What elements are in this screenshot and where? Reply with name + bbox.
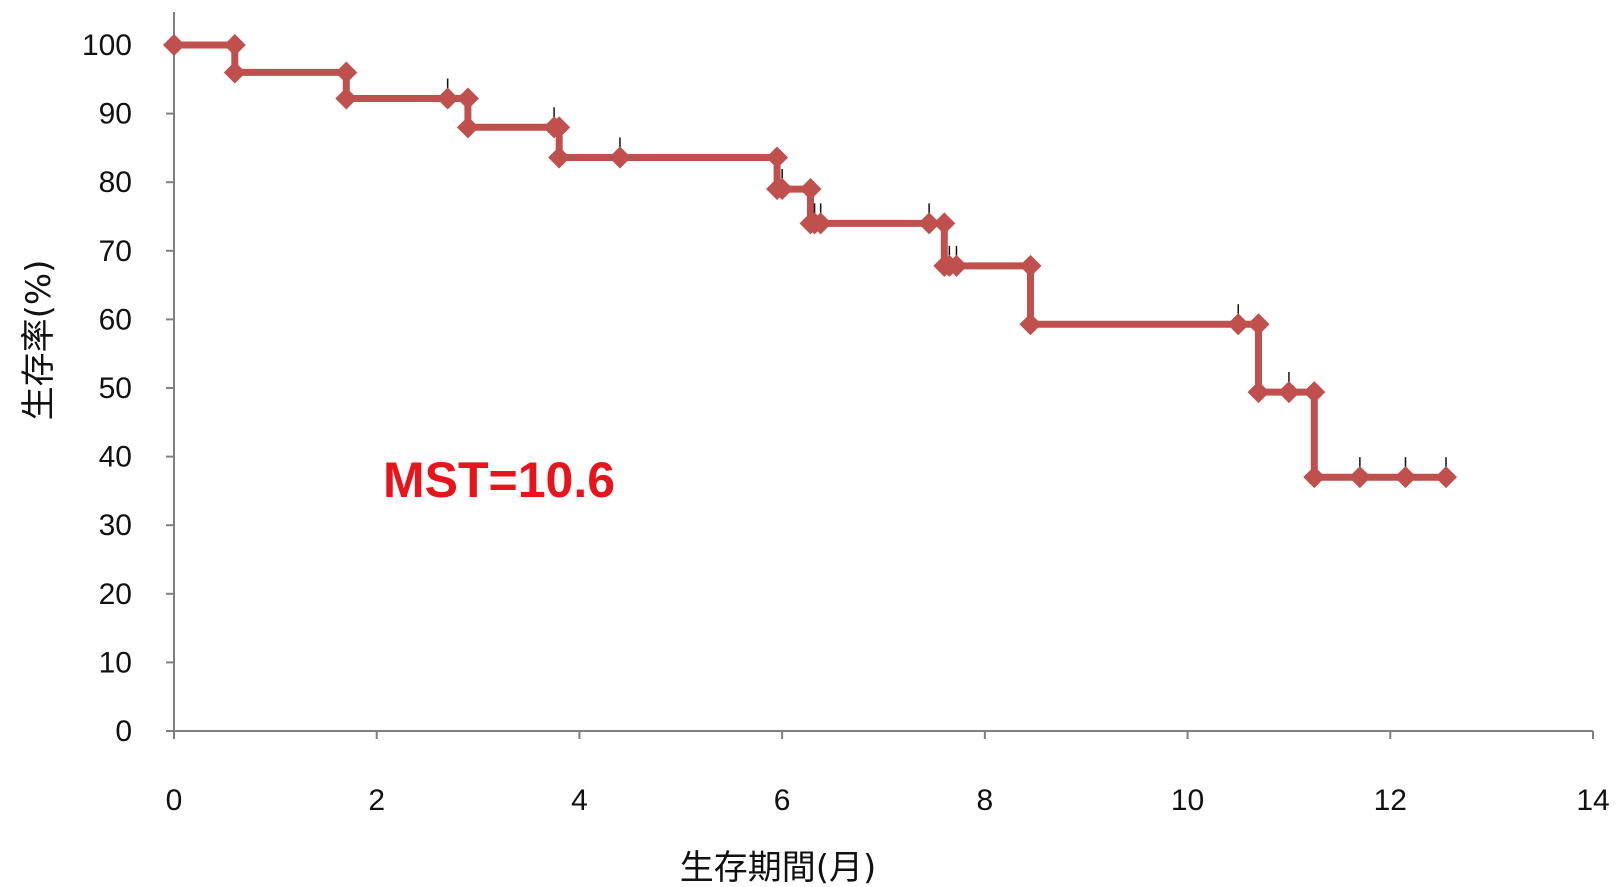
data-point — [548, 146, 571, 169]
data-point — [1277, 381, 1300, 404]
x-tick-label: 0 — [166, 784, 183, 817]
data-point — [766, 146, 789, 169]
x-tick-label: 6 — [774, 784, 791, 817]
survival-step-line — [174, 41, 1446, 481]
data-point — [335, 61, 358, 84]
y-tick-label: 0 — [115, 715, 132, 748]
y-ticks: 0 10 20 30 40 50 60 70 80 90 100 — [82, 29, 174, 748]
plot-area — [163, 34, 1458, 489]
data-point — [933, 212, 956, 235]
data-point — [223, 34, 246, 56]
data-point — [1303, 381, 1326, 404]
x-ticks: 0 2 4 6 8 10 12 14 — [166, 731, 1610, 817]
data-point — [918, 212, 941, 235]
data-point — [1348, 466, 1371, 489]
y-tick-label: 80 — [99, 166, 132, 199]
y-tick-label: 100 — [82, 29, 132, 62]
x-tick-label: 14 — [1576, 784, 1609, 817]
data-point — [1227, 313, 1250, 336]
y-tick-label: 60 — [99, 303, 132, 336]
data-point — [1247, 313, 1270, 336]
data-point — [1435, 466, 1458, 489]
y-tick-label: 50 — [99, 372, 132, 405]
y-tick-label: 90 — [99, 98, 132, 131]
data-point — [771, 178, 794, 201]
data-point — [456, 116, 479, 139]
data-point — [945, 254, 968, 277]
y-tick-label: 70 — [99, 235, 132, 268]
data-point — [335, 87, 358, 110]
data-point — [548, 116, 571, 139]
data-point — [809, 212, 832, 235]
x-tick-label: 12 — [1374, 784, 1407, 817]
data-point — [1247, 381, 1270, 404]
data-point — [1019, 313, 1042, 336]
x-tick-label: 10 — [1171, 784, 1204, 817]
data-point — [608, 146, 631, 169]
data-point — [456, 87, 479, 110]
data-point — [1303, 466, 1326, 489]
y-tick-label: 10 — [99, 646, 132, 679]
data-point — [436, 87, 459, 110]
x-tick-label: 2 — [368, 784, 385, 817]
mst-annotation: MST=10.6 — [383, 452, 615, 508]
y-axis-title: 生存率(%) — [19, 260, 59, 421]
y-tick-label: 20 — [99, 578, 132, 611]
y-tick-label: 40 — [99, 441, 132, 474]
data-point — [223, 61, 246, 84]
axes: 0 10 20 30 40 50 60 70 80 90 100 0 2 4 6 8 10 12 14 — [82, 12, 1610, 817]
y-tick-label: 30 — [99, 509, 132, 542]
x-tick-label: 4 — [571, 784, 588, 817]
data-point — [1019, 254, 1042, 277]
data-point — [163, 34, 185, 56]
data-point — [799, 178, 822, 201]
x-tick-label: 8 — [977, 784, 994, 817]
x-axis-title: 生存期間(月) — [680, 848, 877, 887]
data-point — [1394, 466, 1417, 489]
